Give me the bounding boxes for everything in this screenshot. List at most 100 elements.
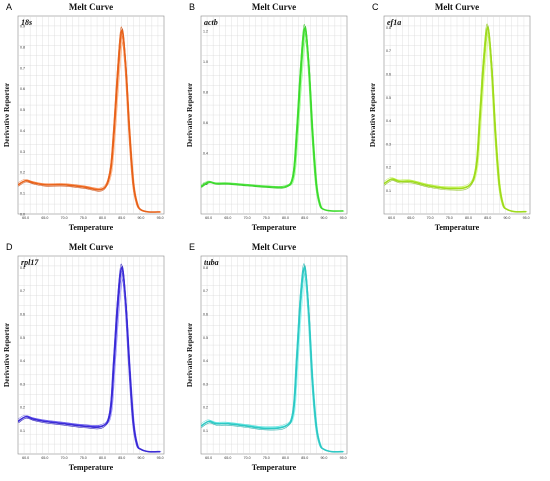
y-tick-label: 0.4 [20,359,25,363]
panel-a: A Melt Curve 60.0 65.0 70.0 75.0 80.0 85.0 90.0 9… [0,0,183,240]
gridlines [384,16,530,214]
x-tick-label: 70.0 [61,216,68,220]
x-tick-label: 60.0 [22,456,29,460]
y-tick-label: 0.4 [20,129,25,133]
y-axis-label: Derivative Reporter [185,322,194,387]
melt-curves [18,263,162,453]
y-tick-label: 0.1 [20,191,25,195]
panel-letter: E [189,242,195,252]
y-tick-label: 0.5 [203,336,208,340]
y-tick-label: 0.6 [20,87,25,91]
melt-curve-line [201,269,343,453]
chart-title: Melt Curve [69,242,113,252]
melt-curve-line [384,26,527,213]
y-tick-label: 0.7 [20,289,25,293]
melt-curve-line [384,29,526,213]
chart-title: Melt Curve [252,242,296,252]
melt-curve-line [19,41,162,213]
y-tick-label: 0.2 [386,166,391,170]
x-tick-label: 80.0 [465,216,472,220]
gridlines [18,256,164,454]
x-tick-label: 75.0 [263,216,270,220]
chart-e-svg: E Melt Curve 60.0 65.0 70.0 75.0 80.0 85.0 90.0 9… [185,242,348,472]
y-tick-label: 0.6 [203,313,208,317]
gene-label: rpl17 [21,258,39,267]
melt-curve-line [18,29,161,213]
melt-curves [201,24,345,212]
x-tick-label: 90.0 [137,456,144,460]
x-axis-label: Temperature [69,463,114,472]
x-tick-label: 60.0 [205,456,212,460]
melt-curves [18,26,162,213]
panel-e: E Melt Curve 60.0 65.0 70.0 75.0 80.0 85.0 90.0 9… [183,240,366,481]
y-tick-label: 0.6 [20,313,25,317]
chart-a-svg: A Melt Curve 60.0 65.0 70.0 75.0 80.0 85.0 90.0 9… [2,2,165,232]
melt-curve-line [201,29,343,212]
melt-curves [384,23,528,213]
y-tick-label: 0.6 [203,121,208,125]
y-tick-label: 0.2 [20,171,25,175]
y-tick-label: 0.8 [20,266,25,270]
y-tick-label: 0.0 [20,212,25,216]
x-tick-label: 65.0 [41,456,48,460]
y-tick-label: 0.5 [20,336,25,340]
x-tick-label: 70.0 [244,216,251,220]
x-tick-label: 75.0 [80,456,87,460]
x-tick-label: 95.0 [157,216,164,220]
y-tick-label: 1.2 [203,30,208,34]
y-axis-label: Derivative Reporter [2,82,11,147]
x-tick-label: 65.0 [224,216,231,220]
y-tick-label: 1.0 [203,60,208,64]
x-tick-label: 85.0 [301,216,308,220]
y-tick-label: 0.8 [203,266,208,270]
y-axis-label: Derivative Reporter [185,82,194,147]
melt-curve-line [18,266,161,453]
x-tick-label: 70.0 [244,456,251,460]
melt-curves [201,263,345,453]
y-tick-label: 0.2 [203,406,208,410]
melt-curve-line [202,278,345,453]
y-tick-label: 0.3 [20,382,25,386]
x-tick-label: 80.0 [99,456,106,460]
gene-label: 18s [21,18,32,27]
x-tick-label: 95.0 [340,456,347,460]
y-tick-label: 0.8 [203,90,208,94]
y-tick-label: 0.1 [386,189,391,193]
chart-title: Melt Curve [69,2,113,12]
melt-curve-line [19,278,162,453]
x-tick-label: 70.0 [61,456,68,460]
gene-label: tuba [204,258,219,267]
x-axis-label: Temperature [435,223,480,232]
x-tick-label: 90.0 [320,456,327,460]
y-axis-label: Derivative Reporter [2,322,11,387]
y-tick-label: 0.3 [203,382,208,386]
x-tick-label: 75.0 [80,216,87,220]
panel-c: C Melt Curve 60.0 65.0 70.0 75.0 80.0 85.0 90.0 9… [366,0,550,240]
y-tick-label: 0.4 [203,151,208,155]
x-tick-label: 75.0 [446,216,453,220]
x-tick-label: 90.0 [503,216,510,220]
x-tick-label: 65.0 [407,216,414,220]
melt-curve-line [201,266,344,453]
y-tick-label: 0.4 [386,119,391,123]
melt-curve-line [18,269,160,453]
x-tick-label: 95.0 [157,456,164,460]
x-tick-label: 80.0 [282,456,289,460]
y-tick-label: 0.9 [20,25,25,29]
y-tick-label: 0.8 [20,46,25,50]
x-tick-label: 75.0 [263,456,270,460]
panel-letter: B [189,2,195,12]
x-tick-label: 90.0 [320,216,327,220]
chart-d-svg: D Melt Curve 60.0 65.0 70.0 75.0 80.0 85.0 90.0 9… [2,242,165,472]
x-tick-label: 70.0 [427,216,434,220]
panel-letter: D [6,242,13,252]
x-tick-label: 85.0 [484,216,491,220]
x-tick-label: 80.0 [99,216,106,220]
y-tick-label: 0.5 [386,96,391,100]
gene-label: actb [204,18,218,27]
x-tick-label: 85.0 [118,216,125,220]
x-tick-label: 90.0 [137,216,144,220]
x-axis-label: Temperature [69,223,114,232]
melt-curve-line [385,38,528,213]
y-tick-label: 0.2 [20,406,25,410]
